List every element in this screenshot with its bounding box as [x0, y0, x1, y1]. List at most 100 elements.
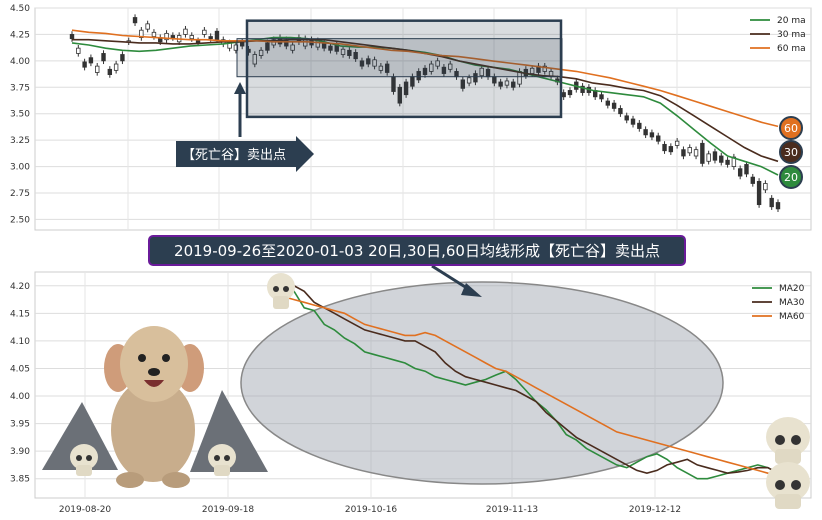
dog-eye-right [162, 354, 170, 362]
skull-rock-left [70, 444, 98, 476]
banner-arrow-shaft [431, 264, 471, 292]
dog-paw-right [162, 472, 190, 488]
candle-body [372, 59, 377, 67]
candle-body [630, 118, 636, 125]
candle-body [422, 67, 428, 75]
dog-head [120, 326, 188, 402]
end-badge-label: 20 [784, 171, 798, 184]
x-tick-label: 2019-10-16 [345, 505, 398, 515]
candle-body [340, 48, 346, 55]
x-tick-label: 2019-12-12 [629, 505, 681, 515]
skull-eye-right [86, 455, 92, 461]
candle-body [731, 156, 737, 167]
candle-body [378, 65, 384, 71]
candle-body [687, 147, 692, 154]
candle-body [744, 164, 749, 175]
y-tick-label: 4.15 [10, 309, 30, 319]
annotation-arrow-head [234, 82, 246, 94]
candle-body [76, 47, 81, 54]
candle-body [681, 149, 686, 157]
candle-body [750, 176, 755, 184]
annotation-label: 【死亡谷】卖出点 [182, 148, 286, 163]
y-tick-label: 3.00 [10, 163, 30, 173]
candle-body [183, 28, 188, 35]
y-tick-label: 2.50 [10, 215, 30, 225]
candle-body [460, 79, 466, 89]
y-tick-label: 3.90 [10, 447, 30, 457]
candle-body [347, 49, 352, 56]
candle-body [208, 36, 213, 40]
candle-body [662, 143, 667, 152]
candle-body [504, 80, 510, 86]
skull-eye-left [214, 455, 220, 461]
ma-line-MA30 [283, 284, 779, 475]
banner-text: 2019-09-26至2020-01-03 20日,30日,60日均线形成【死亡… [174, 242, 660, 260]
skull-jaw [273, 296, 289, 309]
candle-body [132, 17, 138, 24]
candle-body [693, 149, 699, 157]
banner-box [148, 235, 686, 266]
legend-label: MA60 [779, 312, 805, 322]
candle-body [706, 153, 711, 162]
candle-body [384, 63, 390, 73]
candle-body [290, 44, 295, 51]
skull-eye-right [791, 480, 801, 490]
end-badge-circle [779, 165, 803, 189]
end-badge-label: 30 [784, 146, 798, 159]
candle-body [120, 54, 125, 62]
candle-body [397, 86, 402, 104]
skull-cranium [208, 444, 236, 470]
skull-jaw [775, 449, 801, 464]
candle-body [643, 129, 648, 136]
candle-body [567, 90, 573, 96]
skull-eye-right [283, 286, 289, 292]
candle-body [674, 140, 680, 146]
top-ma-lines [71, 29, 779, 176]
x-tick-label: 2019-11-13 [486, 505, 538, 515]
end-badges: 60 30 20 [779, 116, 803, 189]
skull-jaw [775, 494, 801, 509]
skull-jaw [214, 465, 230, 476]
candle-body [359, 60, 365, 67]
y-tick-label: 3.85 [10, 475, 30, 485]
banner-arrow-head [461, 283, 482, 297]
candle-body [353, 52, 358, 60]
candle-body [561, 92, 566, 98]
y-tick-label: 4.20 [10, 282, 30, 292]
candle-body [252, 54, 258, 65]
death-valley-box [236, 19, 563, 119]
candle-body [637, 122, 642, 129]
candle-body [737, 168, 743, 177]
end-badge-circle [779, 116, 803, 140]
legend-label: 30 ma [777, 30, 806, 40]
candle-body [649, 132, 655, 138]
legend-label: 20 ma [777, 16, 806, 26]
candle-body [403, 81, 409, 96]
candle-body [712, 151, 718, 161]
legend-label: MA20 [779, 284, 805, 294]
skull-bottom-right-upper [766, 417, 810, 464]
death-valley-inner [236, 38, 563, 78]
y-tick-label: 4.25 [10, 30, 30, 40]
candle-body [769, 197, 774, 208]
candle-body [151, 31, 157, 37]
highlight-ellipse [240, 281, 724, 485]
bottom-ma-lines [283, 279, 779, 480]
candle-body [618, 108, 623, 115]
candle-body [479, 67, 484, 77]
y-tick-label: 4.00 [10, 392, 30, 402]
legend-label: 60 ma [777, 44, 806, 54]
dog-paw-left [116, 472, 144, 488]
candle-body [113, 63, 119, 71]
y-tick-label: 3.95 [10, 420, 30, 430]
skull-cranium [70, 444, 98, 470]
skull-top-left [267, 273, 295, 309]
top-legend: 20 ma 30 ma 60 ma [750, 16, 806, 54]
candle-body [580, 85, 585, 93]
candle-body [164, 32, 169, 41]
candle-body [265, 42, 270, 51]
candle-body [756, 180, 762, 206]
ma-line-MA60 [283, 296, 779, 477]
candle-body [95, 65, 100, 73]
